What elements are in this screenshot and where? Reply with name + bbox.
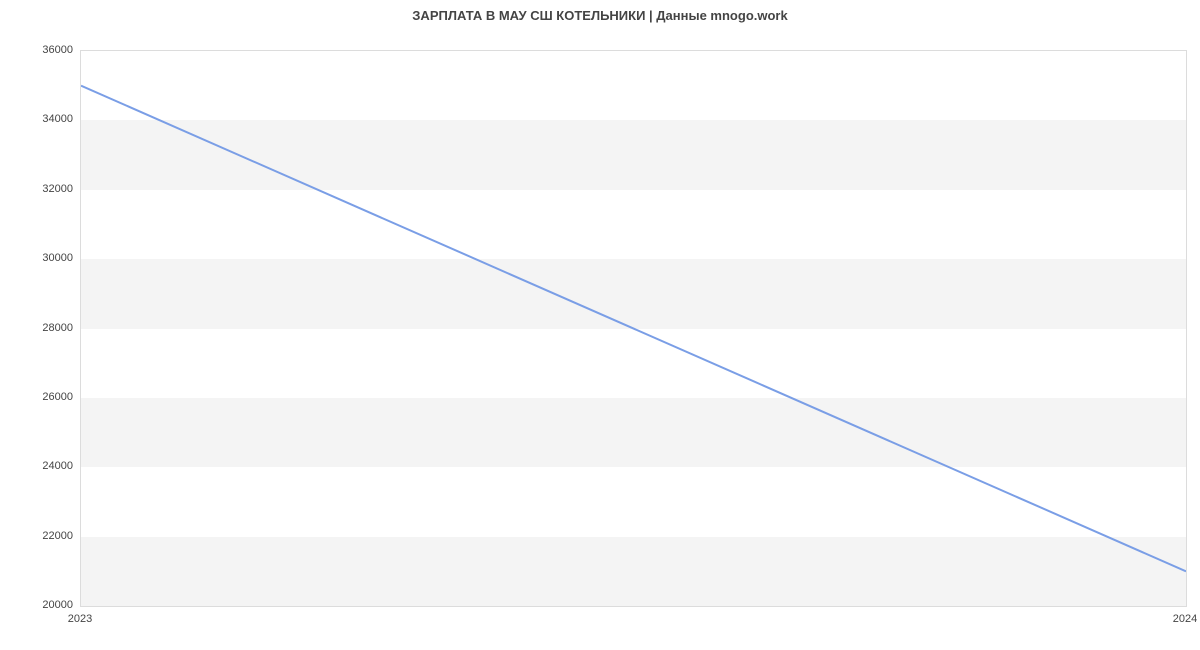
- y-axis-tick-label: 26000: [25, 391, 73, 403]
- y-axis-tick-label: 22000: [25, 530, 73, 542]
- y-axis-tick-label: 32000: [25, 183, 73, 195]
- y-axis-tick-label: 28000: [25, 322, 73, 334]
- series-line: [81, 86, 1186, 572]
- y-axis-tick-label: 34000: [25, 113, 73, 125]
- x-axis-tick-label: 2024: [1173, 613, 1197, 625]
- salary-chart: ЗАРПЛАТА В МАУ СШ КОТЕЛЬНИКИ | Данные mn…: [0, 0, 1200, 650]
- x-axis-tick-label: 2023: [68, 613, 92, 625]
- series-layer: [81, 51, 1186, 606]
- plot-area: [80, 50, 1187, 607]
- y-axis-tick-label: 36000: [25, 44, 73, 56]
- y-axis-tick-label: 20000: [25, 599, 73, 611]
- chart-title: ЗАРПЛАТА В МАУ СШ КОТЕЛЬНИКИ | Данные mn…: [0, 8, 1200, 23]
- y-axis-tick-label: 30000: [25, 252, 73, 264]
- y-axis-tick-label: 24000: [25, 460, 73, 472]
